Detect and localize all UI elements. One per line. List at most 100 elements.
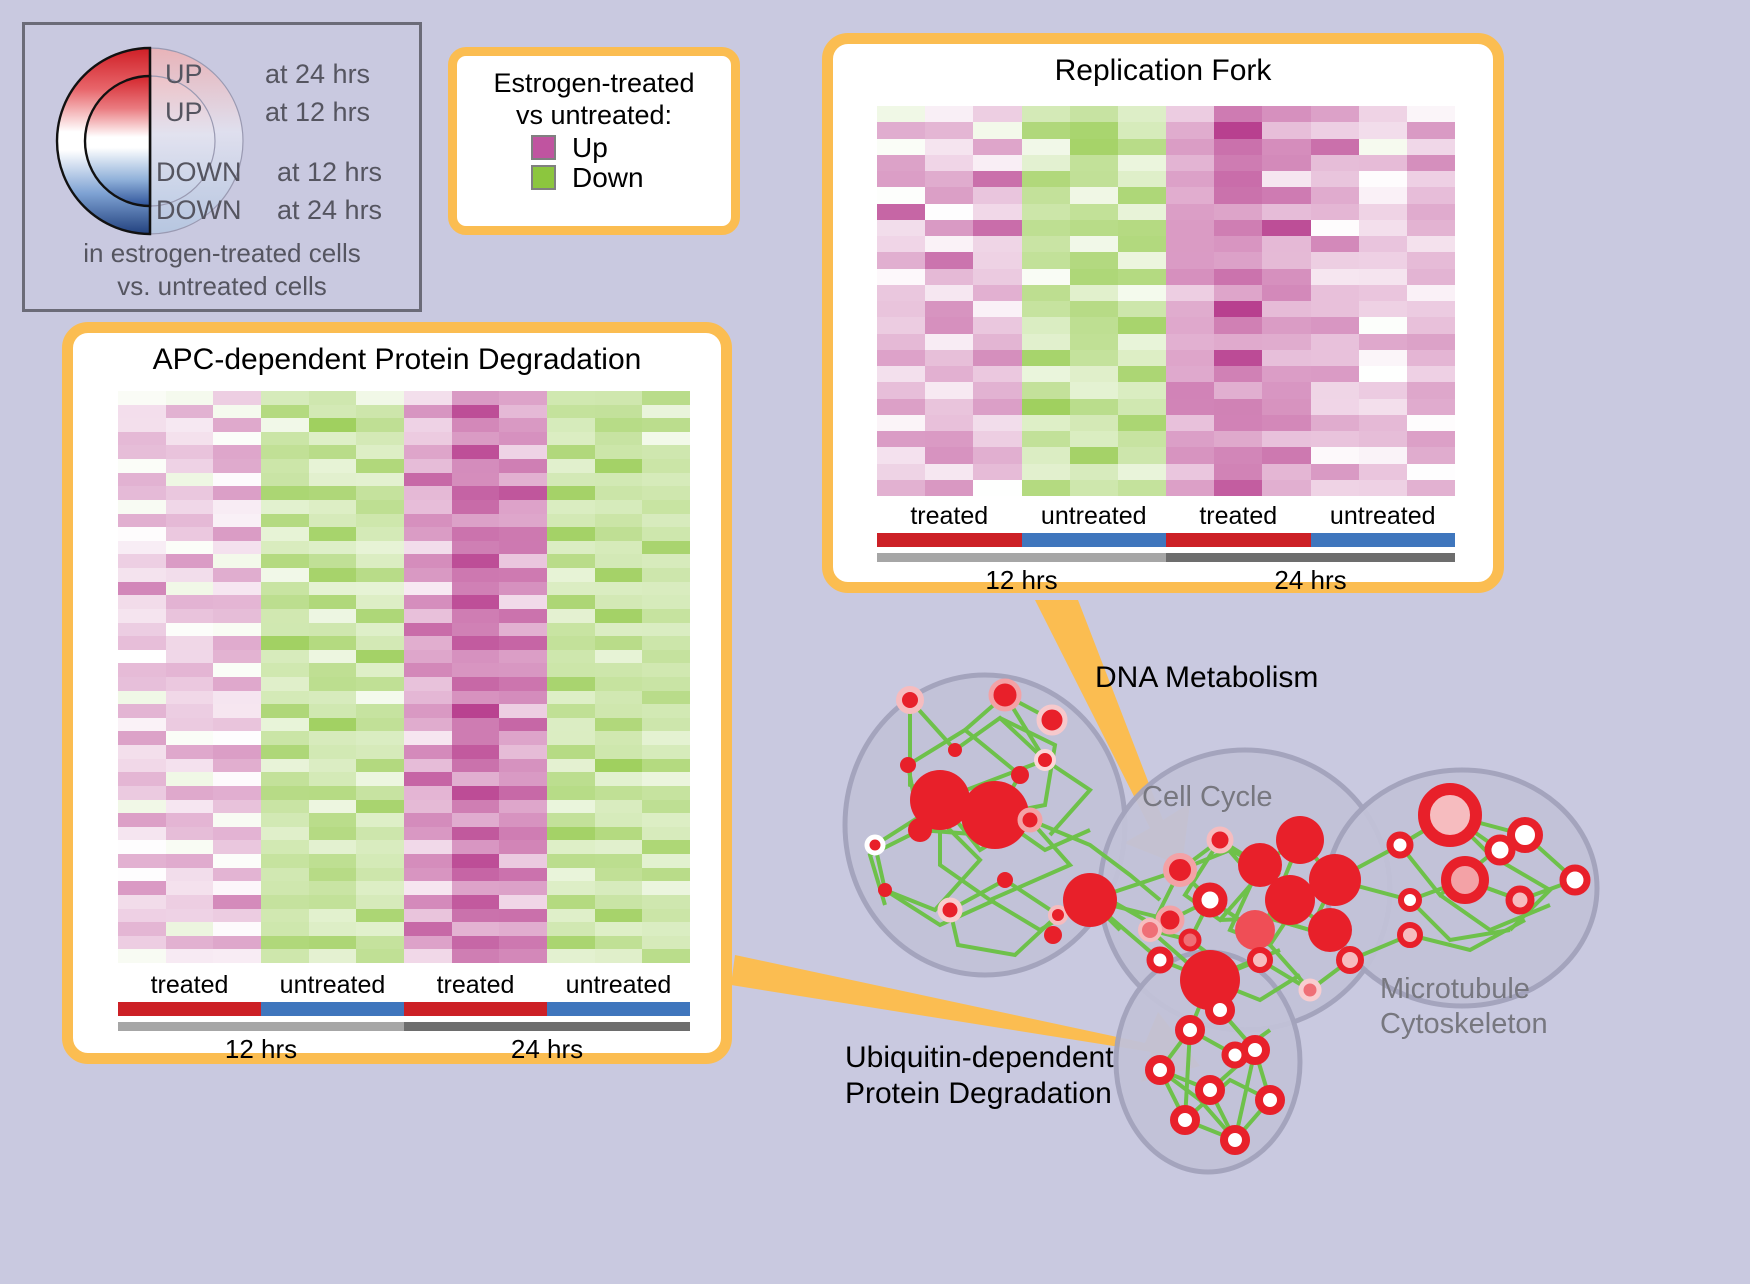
sample-group-label: untreated [1329,502,1436,530]
heatmap-cell [308,472,357,487]
heatmap-cell [1358,414,1407,431]
heatmap-cell [1262,333,1311,350]
heatmap-cell [308,540,357,555]
heatmap-cell [213,772,261,786]
heatmap-cell [642,785,690,800]
heatmap-cell [213,826,261,841]
heatmap-cell [1214,236,1263,253]
heatmap-cell [1214,171,1263,188]
heatmap-cell [1214,301,1263,318]
heatmap-cell [1166,414,1215,431]
heatmap-cell [165,840,214,855]
heatmap-cell [499,663,547,677]
heatmap-cell [642,431,690,446]
heatmap-cell [1406,479,1455,496]
heatmap-cell [1406,187,1455,204]
heatmap-cell [404,581,452,596]
heatmap-cell [165,540,214,555]
heatmap-cell [499,595,547,609]
heatmap-cell [118,663,166,677]
heatmap-cell [973,187,1022,204]
heatmap-cell [1358,349,1407,366]
heatmap-cell [547,445,595,460]
heatmap-cell [1069,284,1118,301]
heatmap-cell [118,949,166,963]
heatmap-cell [642,867,690,882]
heatmap-cell [165,717,214,732]
heatmap-cell [499,445,547,460]
heatmap-cell [451,513,500,528]
heatmap-cell [1069,398,1118,415]
heatmap-cell [213,513,261,528]
heatmap-cell [1214,398,1263,415]
heatmap-cell [451,391,500,405]
heatmap-cell [594,554,643,569]
heatmap-cell [1406,414,1455,431]
heatmap-cell [877,252,926,269]
heatmap-cell [1406,219,1455,236]
heatmap-cell [1117,268,1166,285]
heatmap-cell [308,663,357,677]
heatmap-cell [594,935,643,950]
heatmap-cell [451,595,500,609]
heatmap-cell [1021,171,1070,188]
legend-swatch-up [531,135,556,161]
heatmap-cell [1262,138,1311,155]
heatmap-cell [973,268,1022,285]
heatmap-cell [356,595,404,609]
heatmap-cell [165,813,214,827]
heatmap-cell [261,676,309,691]
network-nodes [864,678,1591,1155]
heatmap-cell [404,745,452,759]
heatmap-cell [1117,187,1166,204]
heatmap-cell [118,799,166,814]
heatmap-cell [925,333,974,350]
heatmap-cell [642,704,690,718]
heatmap-cell [877,219,926,236]
heatmap-cell [308,554,357,569]
heatmap-cell [1262,219,1311,236]
heatmap-cell [404,840,452,855]
heatmap-cell [1406,203,1455,220]
heatmap-cell [118,717,166,732]
heatmap-cell [547,813,595,827]
heatmap-cell [308,949,357,963]
heatmap-cell [1262,366,1311,383]
heatmap-cell [877,414,926,431]
heatmap-cell [1262,203,1311,220]
heatmap-cell [451,663,500,677]
heatmap-cell [1117,171,1166,188]
heatmap-cell [404,499,452,514]
heatmap-cell [165,949,214,963]
heatmap-cell [1214,382,1263,399]
heatmap-cell [1262,187,1311,204]
heatmap-cell [404,813,452,827]
sample-group-label: untreated [565,971,672,999]
heatmap-cell [1358,154,1407,171]
heatmap-cell [451,649,500,664]
heatmap-cell [925,187,974,204]
heatmap-cell [1021,122,1070,139]
heatmap-cell [1166,333,1215,350]
heatmap-cell [213,459,261,473]
heatmap-cell [594,894,643,909]
heatmap-cell [1310,431,1359,448]
heatmap-cell [1069,463,1118,480]
heatmap-cell [547,554,595,569]
heatmap-cell [642,690,690,705]
heatmap-cell [1166,236,1215,253]
heatmap-cell [1262,382,1311,399]
heatmap-cell [308,922,357,936]
legend-label-up: Up [572,131,608,163]
heatmap-cell [1262,479,1311,496]
time-labels-apc: 12 hrs 24 hrs [118,1034,690,1065]
heatmap-cell [308,785,357,800]
heatmap-cell [118,636,166,650]
heatmap-cell [1021,333,1070,350]
heatmap-cell [213,813,261,827]
heatmap-cell [404,649,452,664]
heatmap-cell [925,106,974,123]
heatmap-cell [356,527,404,541]
heatmap-cell [547,867,595,882]
heatmap-cell [594,608,643,623]
